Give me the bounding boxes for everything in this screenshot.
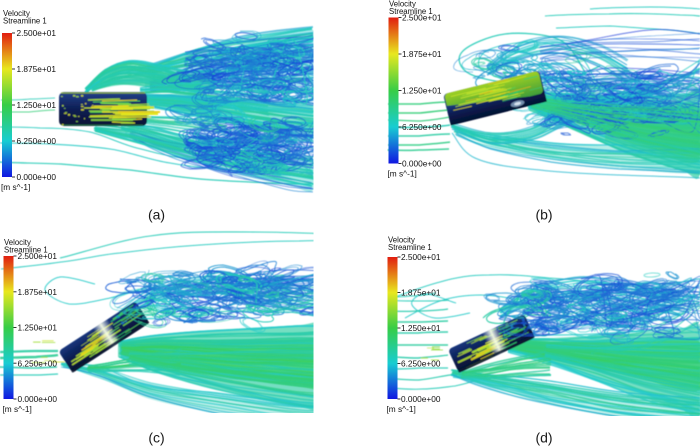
svg-text:0.000e+00: 0.000e+00 bbox=[402, 159, 442, 169]
svg-text:[m s^-1]: [m s^-1] bbox=[3, 404, 32, 414]
svg-text:[m s^-1]: [m s^-1] bbox=[387, 404, 416, 414]
svg-text:0.000e+00: 0.000e+00 bbox=[17, 172, 57, 182]
svg-text:(a): (a) bbox=[148, 207, 165, 223]
svg-text:2.500e+01: 2.500e+01 bbox=[402, 13, 442, 23]
svg-text:(c): (c) bbox=[148, 430, 164, 446]
svg-text:Streamline 1: Streamline 1 bbox=[388, 243, 432, 252]
svg-text:[m s^-1]: [m s^-1] bbox=[1, 182, 30, 192]
svg-text:[m s^-1]: [m s^-1] bbox=[388, 169, 417, 179]
svg-text:1.250e+01: 1.250e+01 bbox=[402, 86, 442, 96]
svg-text:6.250e+00: 6.250e+00 bbox=[402, 122, 442, 132]
svg-text:0.000e+00: 0.000e+00 bbox=[18, 394, 58, 404]
svg-text:Velocity: Velocity bbox=[389, 0, 416, 9]
svg-text:Streamline 1: Streamline 1 bbox=[4, 246, 48, 255]
svg-text:1.250e+01: 1.250e+01 bbox=[17, 100, 57, 110]
svg-text:1.875e+01: 1.875e+01 bbox=[18, 287, 58, 297]
svg-text:Velocity: Velocity bbox=[4, 238, 31, 247]
svg-text:(b): (b) bbox=[535, 207, 552, 223]
svg-text:6.250e+00: 6.250e+00 bbox=[18, 358, 58, 368]
svg-text:Streamline 1: Streamline 1 bbox=[389, 7, 433, 16]
svg-text:Velocity: Velocity bbox=[388, 236, 415, 245]
svg-text:6.250e+00: 6.250e+00 bbox=[401, 359, 441, 369]
svg-text:Streamline 1: Streamline 1 bbox=[3, 17, 47, 26]
svg-text:2.500e+01: 2.500e+01 bbox=[18, 251, 58, 261]
svg-text:2.500e+01: 2.500e+01 bbox=[17, 28, 57, 38]
svg-text:6.250e+00: 6.250e+00 bbox=[17, 136, 57, 146]
svg-text:1.875e+01: 1.875e+01 bbox=[401, 288, 441, 298]
svg-text:1.875e+01: 1.875e+01 bbox=[17, 64, 57, 74]
svg-text:1.250e+01: 1.250e+01 bbox=[18, 323, 58, 333]
svg-text:2.500e+01: 2.500e+01 bbox=[401, 252, 441, 262]
svg-text:1.875e+01: 1.875e+01 bbox=[402, 49, 442, 59]
svg-text:(d): (d) bbox=[535, 430, 552, 446]
svg-text:1.250e+01: 1.250e+01 bbox=[401, 323, 441, 333]
svg-text:Velocity: Velocity bbox=[3, 9, 30, 18]
svg-text:0.000e+00: 0.000e+00 bbox=[401, 394, 441, 404]
